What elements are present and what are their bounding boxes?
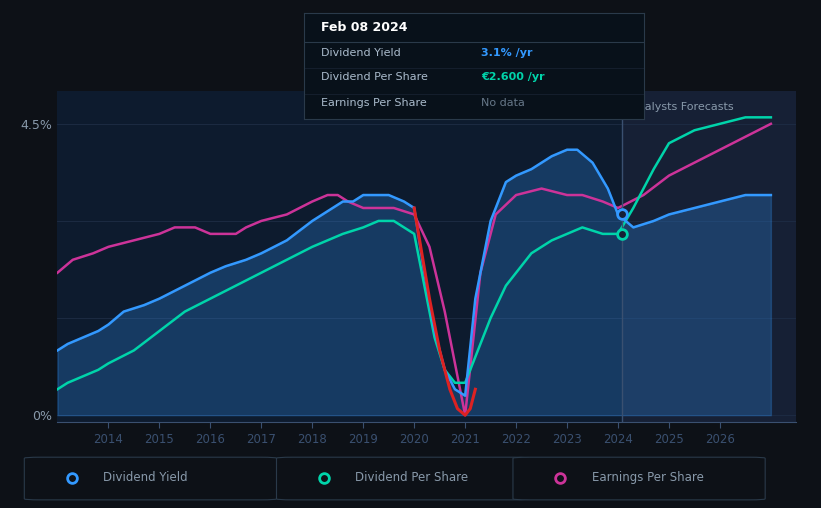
Text: Past: Past	[596, 102, 620, 112]
FancyBboxPatch shape	[277, 457, 529, 500]
Text: Analysts Forecasts: Analysts Forecasts	[630, 102, 733, 112]
Text: 3.1% /yr: 3.1% /yr	[481, 48, 533, 58]
Text: Dividend Per Share: Dividend Per Share	[321, 73, 428, 82]
Text: Dividend Yield: Dividend Yield	[321, 48, 401, 58]
Text: Earnings Per Share: Earnings Per Share	[321, 98, 427, 108]
FancyBboxPatch shape	[25, 457, 277, 500]
Text: Dividend Per Share: Dividend Per Share	[355, 471, 469, 484]
Bar	[622, 91, 821, 422]
Text: Dividend Yield: Dividend Yield	[103, 471, 188, 484]
Text: €2.600 /yr: €2.600 /yr	[481, 73, 544, 82]
Text: Feb 08 2024: Feb 08 2024	[321, 21, 407, 34]
Text: Earnings Per Share: Earnings Per Share	[592, 471, 704, 484]
FancyBboxPatch shape	[513, 457, 765, 500]
Text: No data: No data	[481, 98, 525, 108]
